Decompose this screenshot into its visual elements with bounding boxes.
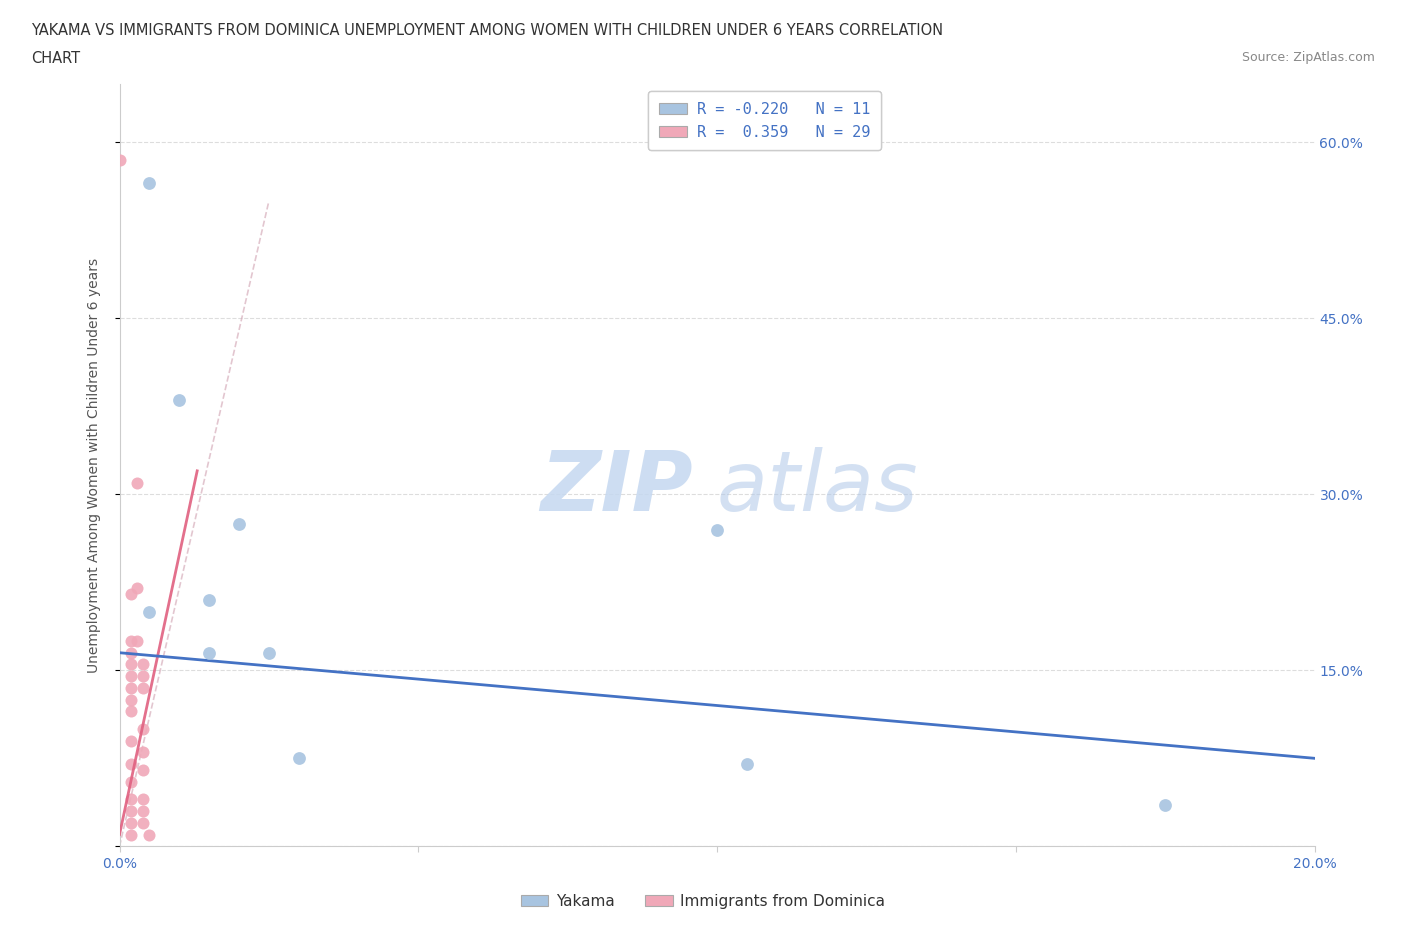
Text: Source: ZipAtlas.com: Source: ZipAtlas.com (1241, 51, 1375, 64)
Point (138, 827, 160, 842)
Point (132, 763, 155, 777)
Point (121, 692, 143, 707)
Point (132, 669, 155, 684)
Point (121, 681, 143, 696)
Point (132, 804, 155, 818)
Text: YAKAMA VS IMMIGRANTS FROM DOMINICA UNEMPLOYMENT AMONG WOMEN WITH CHILDREN UNDER : YAKAMA VS IMMIGRANTS FROM DOMINICA UNEMP… (31, 23, 943, 38)
Point (169, 393, 191, 408)
Point (121, 816, 143, 830)
Point (1154, 798, 1177, 813)
Point (121, 804, 143, 818)
Point (108, 153, 131, 167)
Point (121, 587, 143, 602)
Point (121, 757, 143, 772)
Point (132, 816, 155, 830)
Point (287, 751, 309, 765)
Point (127, 475, 149, 490)
Point (127, 633, 149, 648)
Text: CHART: CHART (31, 51, 80, 66)
Point (228, 516, 250, 531)
Point (132, 722, 155, 737)
Point (257, 645, 280, 660)
Point (132, 792, 155, 807)
Point (138, 176, 160, 191)
Point (198, 645, 221, 660)
Point (121, 704, 143, 719)
Legend: Yakama, Immigrants from Dominica: Yakama, Immigrants from Dominica (515, 888, 891, 915)
Legend: R = -0.220   N = 11, R =  0.359   N = 29: R = -0.220 N = 11, R = 0.359 N = 29 (648, 91, 882, 151)
Point (121, 792, 143, 807)
Point (132, 657, 155, 671)
Point (121, 827, 143, 842)
Point (121, 733, 143, 748)
Point (121, 669, 143, 684)
Y-axis label: Unemployment Among Women with Children Under 6 years: Unemployment Among Women with Children U… (87, 258, 101, 672)
Point (198, 592, 221, 607)
Text: ZIP: ZIP (540, 447, 693, 528)
Point (127, 580, 149, 595)
Point (706, 522, 728, 537)
Point (132, 681, 155, 696)
Point (121, 775, 143, 790)
Point (132, 745, 155, 760)
Point (121, 645, 143, 660)
Point (138, 604, 160, 619)
Text: atlas: atlas (717, 447, 918, 528)
Point (121, 657, 143, 671)
Point (735, 757, 758, 772)
Point (121, 633, 143, 648)
